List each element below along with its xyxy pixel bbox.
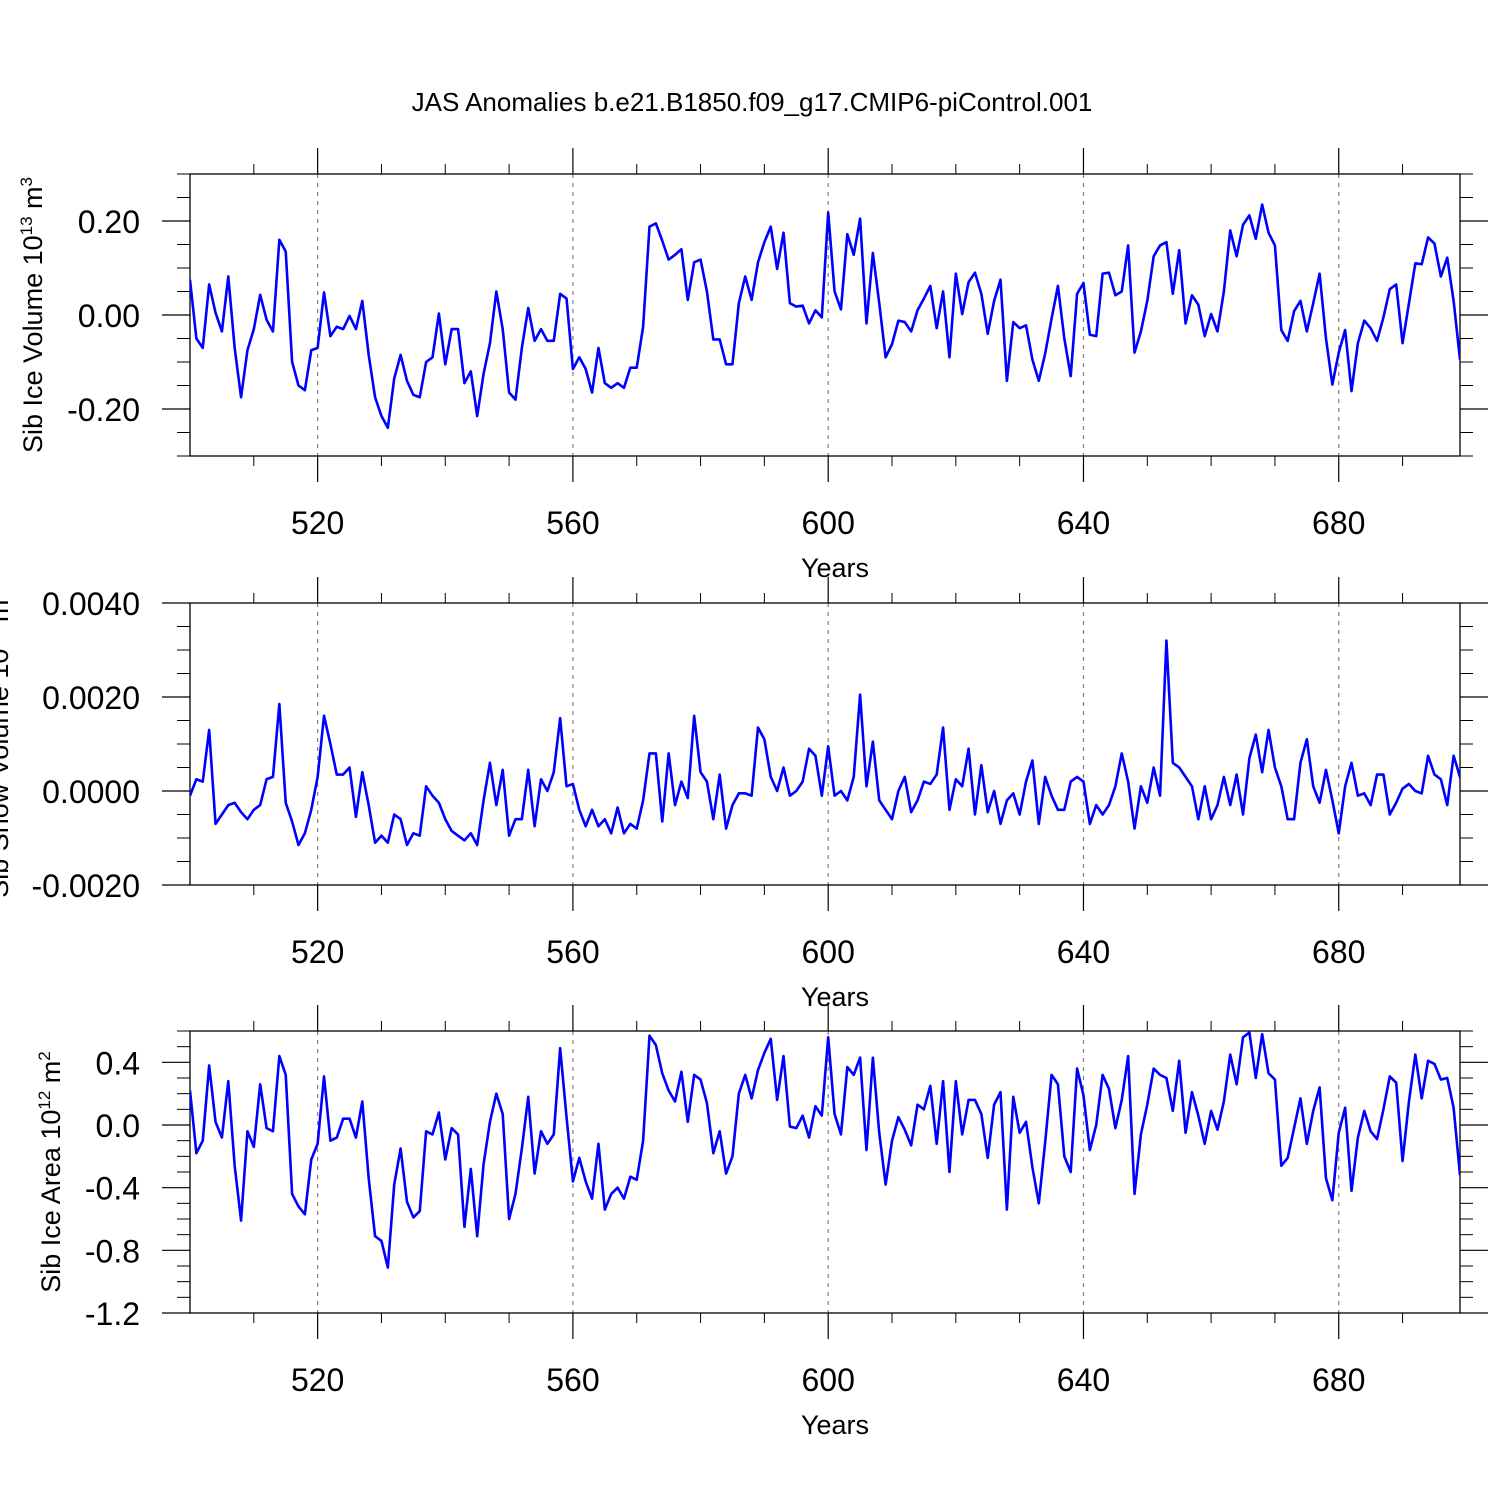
y-axis-label: Sib Ice Volume 1013 m3 — [17, 177, 48, 453]
y-tick-label: -0.20 — [67, 392, 140, 428]
panel-1: 520 560 600 640 680 -0.20 0.00 0.20 Years Sib Ice… — [17, 148, 1488, 583]
x-tick-label: 680 — [1312, 505, 1365, 541]
y-axis-label-exponent: 13 — [17, 216, 36, 235]
y-axis-label-unit: m — [36, 1061, 66, 1091]
x-tick-label: 600 — [801, 934, 854, 970]
y-tick-label: -0.8 — [85, 1233, 140, 1269]
y-tick-label: 0.0 — [96, 1108, 140, 1144]
y-axis-label-unit: m — [0, 600, 14, 630]
y-tick-label: -0.0020 — [31, 868, 140, 904]
y-tick-label: 0.20 — [78, 204, 140, 240]
series-line-1 — [190, 639, 1460, 847]
y-axis-label: Sib Snow Volume 1013 m3 — [0, 590, 14, 898]
y-tick-label: -0.4 — [85, 1171, 140, 1207]
series-line-1 — [190, 1031, 1460, 1269]
panel-3: 520 560 600 640 680 -1.2 -0.8 -0.4 0.0 0.4 Years Si… — [35, 1005, 1488, 1440]
x-tick-label: 560 — [546, 1362, 599, 1398]
x-tick-label: 560 — [546, 505, 599, 541]
x-tick-label: 520 — [291, 1362, 344, 1398]
y-axis-label-unit-exponent: 3 — [17, 177, 36, 186]
y-axis-label: Sib Ice Area 1012 m2 — [35, 1051, 66, 1293]
x-tick-label: 600 — [801, 1362, 854, 1398]
y-tick-label: 0.4 — [96, 1045, 140, 1081]
x-tick-label: 640 — [1057, 505, 1110, 541]
y-axis-label-exponent: 12 — [35, 1091, 54, 1110]
y-axis-label-exponent: 13 — [0, 630, 2, 649]
series-line-1 — [190, 203, 1460, 430]
y-tick-label: 0.0000 — [42, 774, 140, 810]
y-axis-label-text: Sib Ice Area 10 — [36, 1110, 66, 1293]
x-tick-label: 680 — [1312, 934, 1365, 970]
x-tick-label: 640 — [1057, 1362, 1110, 1398]
x-tick-label: 680 — [1312, 1362, 1365, 1398]
x-tick-label: 520 — [291, 934, 344, 970]
x-axis-label: Years — [801, 553, 869, 583]
y-tick-label: 0.00 — [78, 298, 140, 334]
panel-2: 520 560 600 640 680 -0.0020 0.0000 0.0020 0.0040… — [0, 577, 1488, 1012]
plot-frame — [189, 602, 1461, 886]
y-axis-label-unit-exponent: 2 — [35, 1051, 54, 1060]
y-tick-label: 0.0020 — [42, 680, 140, 716]
x-tick-label: 560 — [546, 934, 599, 970]
y-axis-label-text: Sib Snow Volume 10 — [0, 649, 14, 898]
x-axis-label: Years — [801, 1410, 869, 1440]
y-tick-label: 0.0040 — [42, 586, 140, 622]
y-axis-label-unit-exponent: 3 — [0, 590, 2, 599]
y-axis-label-unit: m — [18, 186, 48, 216]
y-tick-label: -1.2 — [85, 1296, 140, 1332]
x-tick-label: 520 — [291, 505, 344, 541]
x-tick-label: 640 — [1057, 934, 1110, 970]
y-axis-label-text: Sib Ice Volume 10 — [18, 235, 48, 453]
figure-title: JAS Anomalies b.e21.B1850.f09_g17.CMIP6-… — [412, 87, 1093, 117]
x-tick-label: 600 — [801, 505, 854, 541]
x-axis-label: Years — [801, 982, 869, 1012]
